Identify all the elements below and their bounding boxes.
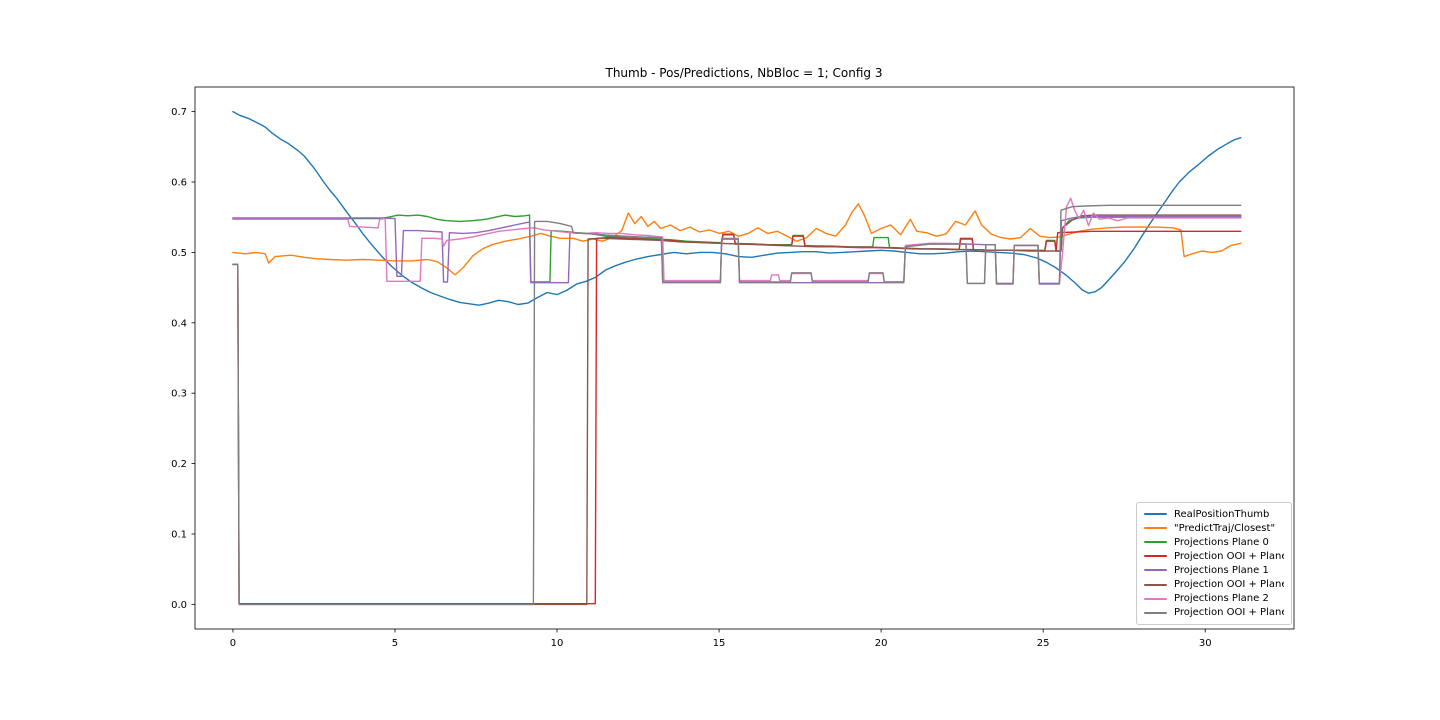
- series-projections-plane-1: [232, 215, 1242, 285]
- series-projections-plane-0: [232, 214, 1242, 283]
- legend-line-sample: [1144, 513, 1167, 516]
- legend-entry: Projection OOI + Plane 2: [1144, 606, 1284, 620]
- axes-frame: [194, 86, 1295, 630]
- legend-entry: Projection OOI + Plane 0: [1144, 549, 1284, 563]
- x-tick-label: 5: [392, 638, 398, 649]
- legend-entry: Projections Plane 2: [1144, 592, 1284, 606]
- series-projection-ooi-plane-2: [232, 204, 1242, 606]
- legend-label: "PredictTraj/Closest": [1174, 522, 1276, 534]
- legend-label: RealPositionThumb: [1174, 508, 1270, 520]
- x-tick-label: 15: [713, 638, 726, 649]
- y-tick-label: 0.7: [171, 107, 187, 118]
- x-tick-label: 25: [1037, 638, 1050, 649]
- legend-entry: "PredictTraj/Closest": [1144, 521, 1284, 535]
- legend-entry: Projections Plane 0: [1144, 535, 1284, 549]
- legend-label: Projections Plane 1: [1174, 564, 1269, 576]
- series-projection-ooi-plane-0: [232, 230, 1242, 605]
- legend-entry: RealPositionThumb: [1144, 507, 1284, 521]
- legend-entry: Projection OOI + Plane 1: [1144, 577, 1284, 591]
- legend-line-sample: [1144, 583, 1167, 586]
- legend: RealPositionThumb "PredictTraj/Closest" Pr…: [1136, 502, 1292, 625]
- y-tick-label: 0.2: [171, 459, 187, 470]
- y-tick-label: 0.0: [171, 600, 187, 611]
- x-tick-label: 0: [230, 638, 236, 649]
- legend-line-sample: [1144, 555, 1167, 558]
- x-tick-label: 20: [875, 638, 888, 649]
- series-projection-ooi-plane-1: [232, 214, 1242, 606]
- y-tick-label: 0.1: [171, 529, 187, 540]
- legend-label: Projection OOI + Plane 2: [1174, 607, 1284, 619]
- legend-line-sample: [1144, 541, 1167, 544]
- y-tick-label: 0.3: [171, 389, 187, 400]
- series-predicttraj-closest: [232, 203, 1242, 276]
- series-realpositionthumb: [232, 110, 1242, 306]
- legend-entry: Projections Plane 1: [1144, 563, 1284, 577]
- x-tick-label: 30: [1199, 638, 1212, 649]
- legend-label: Projection OOI + Plane 0: [1174, 550, 1284, 562]
- legend-line-sample: [1144, 611, 1167, 614]
- legend-label: Projections Plane 2: [1174, 593, 1269, 605]
- chart-title: Thumb - Pos/Predictions, NbBloc = 1; Con…: [605, 66, 883, 80]
- y-tick-label: 0.5: [171, 248, 187, 259]
- x-tick-label: 10: [551, 638, 564, 649]
- y-tick-label: 0.6: [171, 178, 187, 189]
- legend-label: Projections Plane 0: [1174, 536, 1269, 548]
- legend-line-sample: [1144, 597, 1167, 600]
- series-projections-plane-2: [232, 197, 1242, 285]
- legend-label: Projection OOI + Plane 1: [1174, 579, 1284, 591]
- legend-line-sample: [1144, 527, 1167, 530]
- legend-line-sample: [1144, 569, 1167, 572]
- y-tick-label: 0.4: [171, 318, 187, 329]
